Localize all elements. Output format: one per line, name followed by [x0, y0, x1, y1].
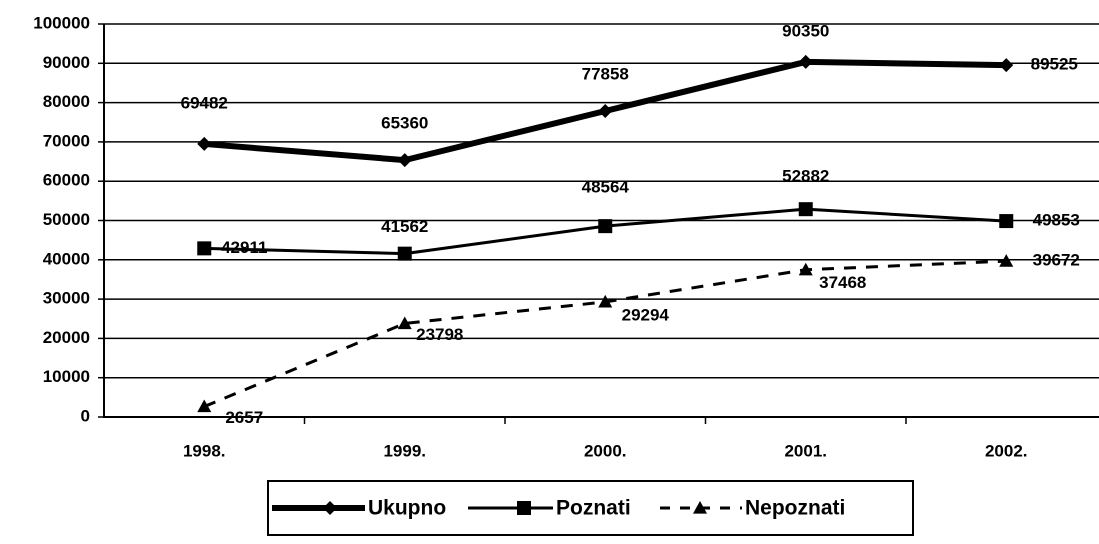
marker [197, 399, 212, 413]
marker [197, 136, 212, 151]
y-tick-label: 30000 [43, 289, 90, 308]
marker [517, 501, 531, 515]
y-tick-label: 40000 [43, 249, 90, 268]
data-label: 2657 [225, 408, 263, 427]
marker [693, 501, 707, 514]
x-tick-label: 2001. [784, 441, 827, 460]
x-tick-label: 2000. [584, 441, 627, 460]
data-label: 49853 [1033, 211, 1080, 230]
data-label: 29294 [622, 305, 670, 324]
x-tick-label: 2002. [985, 441, 1028, 460]
data-label: 39672 [1033, 251, 1080, 270]
x-tick-label: 1999. [383, 441, 426, 460]
y-tick-label: 70000 [43, 131, 90, 150]
y-tick-label: 0 [81, 406, 90, 425]
marker [798, 262, 813, 276]
y-tick-label: 10000 [43, 367, 90, 386]
marker [598, 219, 613, 234]
marker [999, 58, 1014, 73]
x-tick-label: 1998. [183, 441, 226, 460]
data-label: 69482 [181, 93, 228, 112]
y-tick-label: 100000 [33, 13, 90, 32]
series-line [203, 259, 1007, 408]
data-label: 77858 [582, 65, 629, 84]
marker [598, 104, 613, 119]
data-label: 23798 [416, 325, 463, 344]
data-label: 90350 [782, 21, 829, 40]
marker [397, 316, 412, 330]
marker [999, 214, 1014, 229]
legend-label: Poznati [556, 497, 631, 520]
data-label: 42911 [221, 238, 267, 257]
data-label: 52882 [782, 167, 829, 186]
data-label: 41562 [381, 217, 428, 236]
marker [397, 246, 412, 261]
data-label: 89525 [1031, 55, 1078, 74]
legend-label: Ukupno [368, 497, 446, 520]
marker [999, 254, 1014, 267]
marker [197, 241, 212, 256]
marker [598, 294, 613, 308]
y-tick-label: 20000 [43, 328, 90, 347]
marker [798, 202, 813, 217]
y-tick-label: 50000 [43, 210, 90, 229]
legend-box [267, 480, 914, 536]
legend-label: Nepoznati [745, 497, 845, 520]
y-tick-label: 90000 [43, 53, 90, 72]
marker [323, 501, 337, 515]
marker [798, 54, 813, 69]
y-tick-label: 80000 [43, 92, 90, 111]
marker [397, 153, 412, 168]
data-label: 65360 [381, 114, 428, 133]
data-label: 37468 [819, 273, 866, 292]
data-label: 48564 [582, 178, 630, 197]
y-tick-label: 60000 [43, 171, 90, 190]
